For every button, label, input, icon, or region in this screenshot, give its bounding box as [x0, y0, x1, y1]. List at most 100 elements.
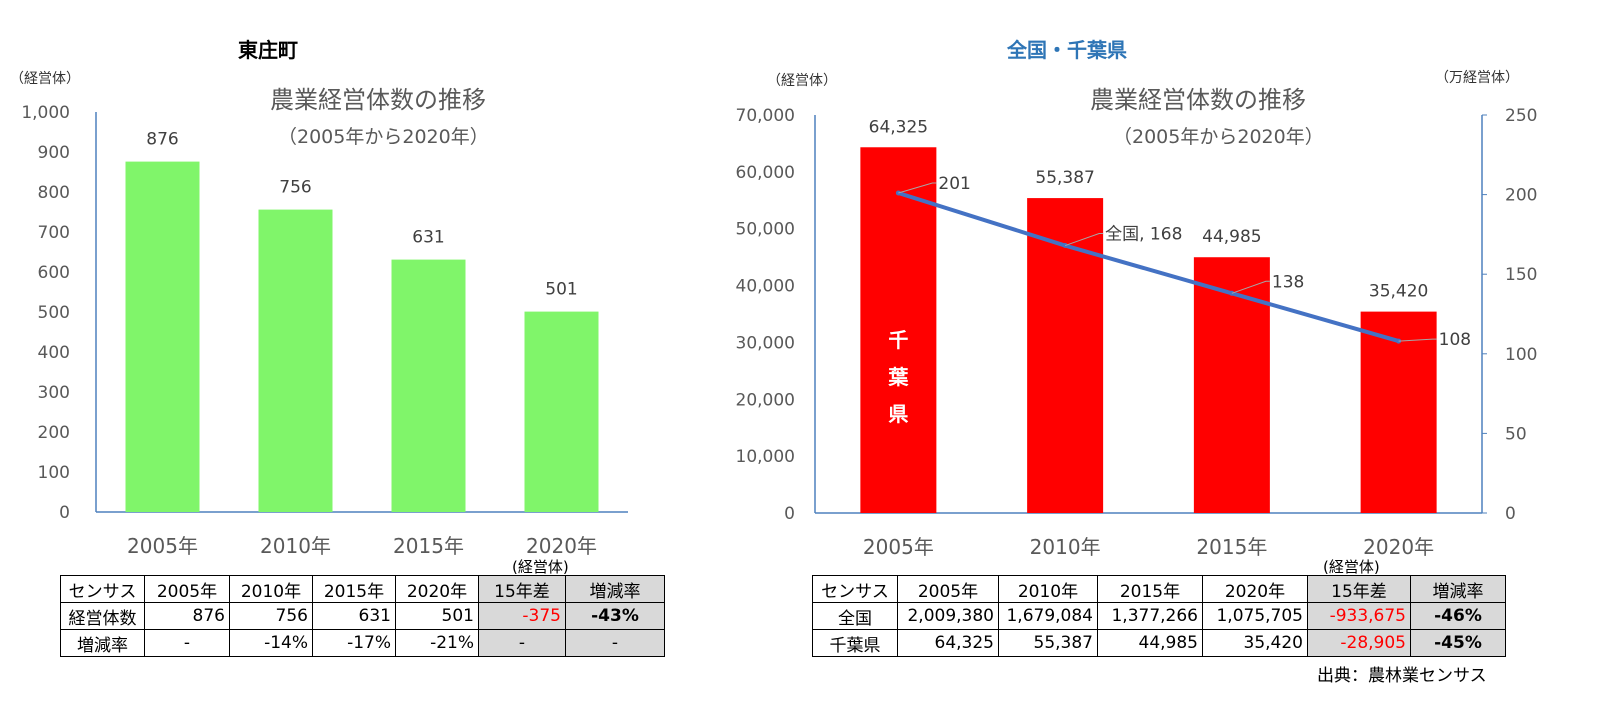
right-x-tick-label: 2010年 — [1030, 535, 1101, 559]
left-bar-value-label: 501 — [545, 280, 577, 300]
right-table-cell: -45% — [1410, 629, 1506, 657]
left-y-tick-label: 700 — [38, 223, 70, 243]
left-y-unit: （経営体） — [10, 71, 80, 87]
national-value-label: 201 — [938, 174, 970, 194]
left-table-cell: - — [565, 629, 665, 657]
right-y-tick-label: 60,000 — [736, 163, 795, 183]
left-table-header-cell: 増減率 — [565, 575, 665, 603]
right-bar-value-label: 55,387 — [1035, 168, 1094, 188]
national-leader-line — [1231, 280, 1270, 294]
right-table-header-cell: 15年差 — [1307, 575, 1411, 603]
right-bar-value-label: 35,420 — [1369, 282, 1428, 302]
right-y-tick-label: 70,000 — [736, 106, 795, 126]
right-y-right-tick-label: 250 — [1505, 106, 1537, 126]
right-table-cell: 1,679,084 — [998, 602, 1098, 630]
right-table-row: 千葉県 64,325 55,387 44,985 35,420 -28,905 -45% — [812, 629, 1506, 657]
right-y-right-tick-label: 200 — [1505, 186, 1537, 206]
right-table-header-cell: 2010年 — [998, 575, 1098, 603]
right-table-cell: -28,905 — [1307, 629, 1411, 657]
right-table-cell: 64,325 — [897, 629, 999, 657]
left-x-tick-label: 2005年 — [127, 534, 198, 558]
right-bar-chiba — [1360, 311, 1437, 513]
left-bar — [258, 209, 333, 512]
right-table-header-cell: 2015年 — [1097, 575, 1203, 603]
right-table-header-cell: 2005年 — [897, 575, 999, 603]
left-y-tick-label: 100 — [38, 463, 70, 483]
right-table-header-cell: 増減率 — [1410, 575, 1506, 603]
right-x-tick-label: 2005年 — [863, 535, 934, 559]
left-data-table: センサス 2005年 2010年 2015年 2020年 15年差 増減率 経営体数 876 75… — [60, 575, 665, 657]
left-y-tick-label: 1,000 — [21, 103, 70, 123]
left-table-cell: 501 — [395, 602, 479, 630]
right-y-right-tick-label: 150 — [1505, 265, 1537, 285]
national-leader-line — [1398, 338, 1437, 342]
right-table-unit: (経営体) — [1323, 558, 1380, 576]
left-table-header-cell: 2015年 — [312, 575, 396, 603]
left-table-row: 増減率 - -14% -17% -21% - - — [60, 629, 665, 657]
national-value-label: 108 — [1439, 330, 1471, 350]
right-y-tick-label: 40,000 — [736, 277, 795, 297]
left-table-cell: 631 — [312, 602, 396, 630]
left-table-cell: -21% — [395, 629, 479, 657]
left-table-header-cell: 2020年 — [395, 575, 479, 603]
left-y-tick-label: 300 — [38, 383, 70, 403]
left-table-cell: - — [144, 629, 230, 657]
left-y-tick-label: 500 — [38, 303, 70, 323]
national-leader-line — [898, 182, 937, 194]
right-bar-chiba — [860, 147, 937, 514]
right-bar-value-label: 64,325 — [869, 117, 928, 137]
right-table-header-cell: センサス — [812, 575, 898, 603]
source-note: 出典：農林業センサス — [1317, 666, 1487, 686]
left-x-tick-label: 2015年 — [393, 534, 464, 558]
right-table-cell: -46% — [1410, 602, 1506, 630]
right-y-tick-label: 30,000 — [736, 333, 795, 353]
left-table-header-row: センサス 2005年 2010年 2015年 2020年 15年差 増減率 — [60, 575, 665, 603]
right-table-cell: 1,075,705 — [1202, 602, 1308, 630]
left-y-tick-label: 400 — [38, 343, 70, 363]
national-leader-line — [1064, 233, 1104, 247]
right-y-right-tick-label: 50 — [1505, 424, 1527, 444]
left-y-tick-label: 0 — [59, 503, 70, 523]
right-x-tick-label: 2015年 — [1196, 535, 1267, 559]
left-bar-value-label: 631 — [412, 228, 444, 248]
right-y-unit-left: （経営体） — [767, 73, 837, 89]
left-table-cell: -375 — [478, 602, 566, 630]
left-bar-value-label: 876 — [146, 130, 178, 150]
left-table-cell: 876 — [144, 602, 230, 630]
left-chart-subtitle: （2005年から2020年） — [278, 126, 489, 148]
right-chart: 0 10,000 20,000 30,000 40,000 50,000 60,000 70,… — [736, 106, 1538, 559]
left-table-cell: -14% — [229, 629, 313, 657]
right-data-table: センサス 2005年 2010年 2015年 2020年 15年差 増減率 全国 2,009,3… — [812, 575, 1506, 657]
left-y-tick-label: 600 — [38, 263, 70, 283]
left-table-unit: (経営体) — [512, 558, 569, 576]
right-table-cell: 全国 — [812, 602, 898, 630]
left-bar-value-label: 756 — [279, 178, 311, 198]
chiba-bar-label-char: 県 — [888, 402, 908, 426]
left-table-row: 経営体数 876 756 631 501 -375 -43% — [60, 602, 665, 630]
left-bar — [391, 259, 466, 512]
right-chart-subtitle: （2005年から2020年） — [1113, 126, 1324, 148]
right-y-tick-label: 0 — [784, 504, 795, 524]
right-y-tick-label: 10,000 — [736, 447, 795, 467]
left-table-cell: -17% — [312, 629, 396, 657]
right-bar-value-label: 44,985 — [1202, 227, 1261, 247]
left-chart: 0 100 200 300 400 500 600 700 800 900 1,000 876 2005… — [21, 103, 628, 558]
right-y-right-tick-label: 100 — [1505, 345, 1537, 365]
right-y-tick-label: 50,000 — [736, 220, 795, 240]
left-x-tick-label: 2010年 — [260, 534, 331, 558]
right-chart-title: 農業経営体数の推移 — [1090, 86, 1306, 114]
right-table-header-cell: 2020年 — [1202, 575, 1308, 603]
right-table-cell: 35,420 — [1202, 629, 1308, 657]
left-y-tick-label: 200 — [38, 423, 70, 443]
right-table-cell: 1,377,266 — [1097, 602, 1203, 630]
left-bar — [125, 161, 200, 512]
chiba-bar-label-char: 千 — [888, 328, 908, 352]
right-y-unit-right: （万経営体） — [1435, 70, 1519, 86]
right-y-right-tick-label: 0 — [1505, 504, 1516, 524]
national-line — [897, 191, 1400, 343]
left-chart-title: 農業経営体数の推移 — [270, 86, 486, 114]
left-table-header-cell: 15年差 — [478, 575, 566, 603]
left-panel: 東庄町 （経営体） 農業経営体数の推移 （2005年から2020年） 0 100 2… — [0, 0, 720, 728]
left-table-header-cell: 2010年 — [229, 575, 313, 603]
right-x-tick-label: 2020年 — [1363, 535, 1434, 559]
